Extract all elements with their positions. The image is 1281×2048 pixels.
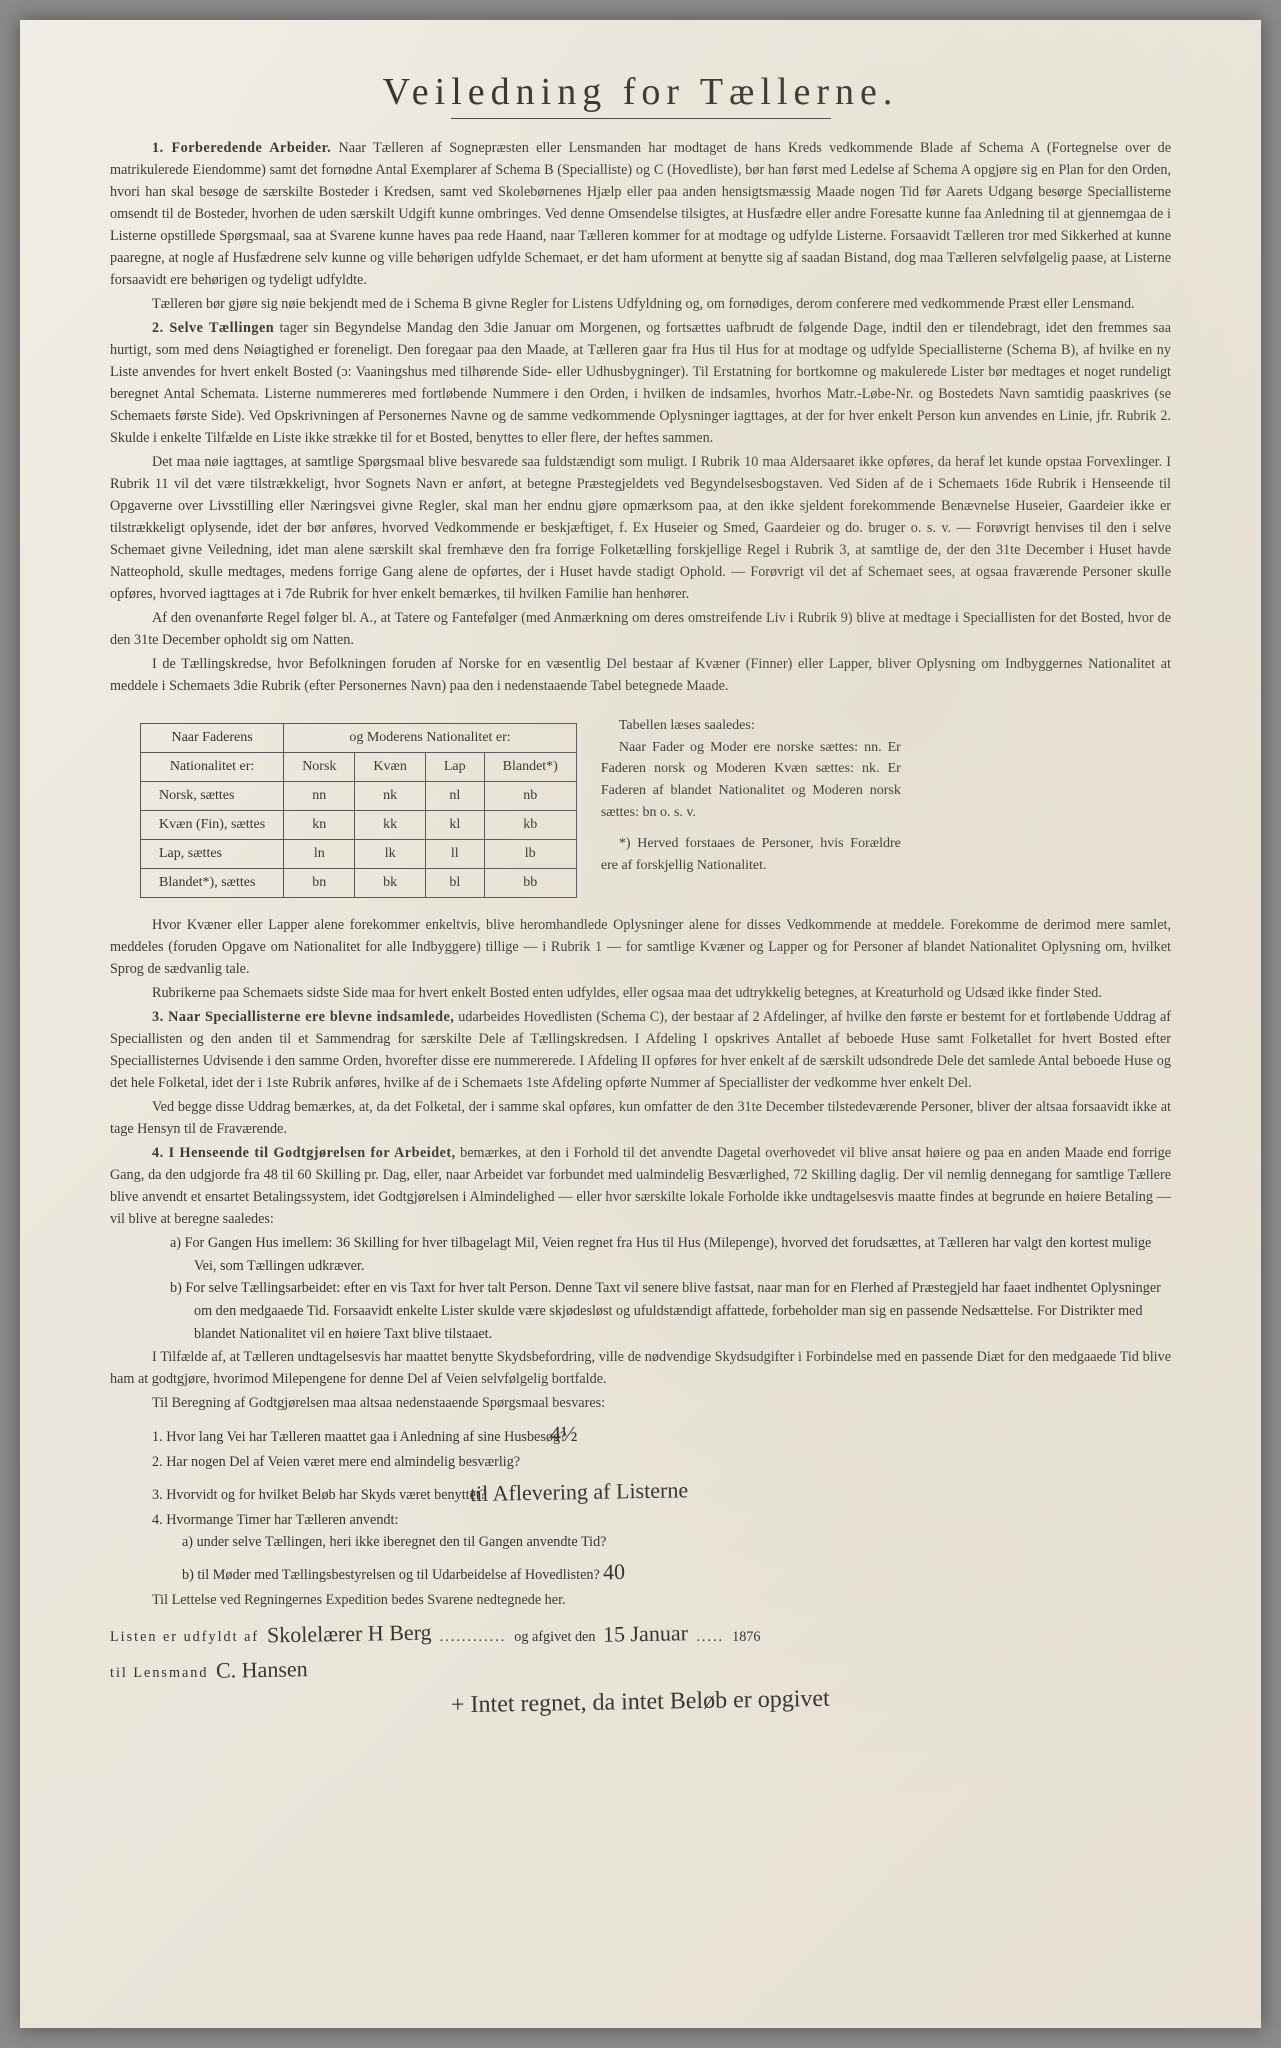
- document-title: Veiledning for Tællerne.: [110, 70, 1171, 114]
- signature-mid-1: og afgivet den: [514, 1629, 595, 1646]
- question-1: 1. Hvor lang Vei har Tælleren maattet ga…: [152, 1416, 1171, 1451]
- table-aside: Tabellen læses saaledes: Naar Fader og M…: [601, 709, 901, 877]
- signature-prefix-1: Listen er udfyldt af: [110, 1629, 259, 1646]
- signature-line-1: Listen er udfyldt af Skolelærer H Berg .…: [110, 1621, 1171, 1647]
- dots-icon: .....: [696, 1629, 724, 1646]
- section-3-paragraph-2: Ved begge disse Uddrag bemærkes, at, da …: [110, 1096, 1171, 1140]
- nationality-table: Naar Faderens og Moderens Nationalitet e…: [140, 723, 577, 898]
- aside-footnote: *) Herved forstaaes de Personer, hvis Fo…: [601, 833, 901, 876]
- body-text: 1. Forberedende Arbeider. Naar Tælleren …: [110, 137, 1171, 697]
- table-row-label: Blandet*), sættes: [141, 869, 284, 898]
- section-1-text-1: Naar Tælleren af Sognepræsten eller Lens…: [110, 140, 1171, 288]
- answer-3-handwritten: til Aflevering af Listerne: [489, 1472, 688, 1511]
- answer-4b-handwritten: 40: [623, 1554, 626, 1589]
- table-cell: bl: [425, 869, 484, 898]
- section-3-lead: 3. Naar Speciallisterne ere blevne indsa…: [152, 1009, 454, 1025]
- table-cell: nl: [425, 782, 484, 811]
- table-header-right: og Moderens Nationalitet er:: [284, 724, 577, 753]
- table-row-label: Lap, sættes: [141, 840, 284, 869]
- answer-1-handwritten: 4½: [570, 1416, 578, 1451]
- bottom-annotation-wrap: + Intet regnet, da intet Beløb er opgive…: [110, 1689, 1171, 1716]
- table-header-row-2: Nationalitet er: Norsk Kvæn Lap Blandet*…: [141, 753, 577, 782]
- lensmand-name-handwritten: C. Hansen: [216, 1657, 308, 1685]
- question-list: 1. Hvor lang Vei har Tælleren maattet ga…: [152, 1416, 1171, 1590]
- signature-name-handwritten: Skolelærer H Berg: [267, 1620, 432, 1649]
- question-4b: b) til Møder med Tællingsbestyrelsen og …: [182, 1554, 1171, 1589]
- title-underline: [451, 118, 831, 119]
- table-header-left: Naar Faderens: [141, 724, 284, 753]
- question-4b-text: b) til Møder med Tællingsbestyrelsen og …: [182, 1567, 600, 1583]
- after-sublist-text: I Tilfælde af, at Tælleren undtagelsesvi…: [110, 1346, 1171, 1414]
- table-cell: lk: [355, 840, 425, 869]
- section-1-paragraph-1: 1. Forberedende Arbeider. Naar Tælleren …: [110, 137, 1171, 291]
- document-page: Veiledning for Tællerne. 1. Forberedende…: [20, 20, 1261, 2028]
- section-2-paragraph-2: Det maa nøie iagttages, at samtlige Spør…: [110, 451, 1171, 605]
- signature-prefix-2: til Lensmand: [110, 1665, 208, 1682]
- table-row: Lap, sættes ln lk ll lb: [141, 840, 577, 869]
- table-cell: kl: [425, 811, 484, 840]
- signature-year: 1876: [732, 1629, 760, 1646]
- table-cell: ln: [284, 840, 355, 869]
- table-cell: lb: [484, 840, 576, 869]
- table-col-4: Blandet*): [484, 753, 576, 782]
- table-col-1: Norsk: [284, 753, 355, 782]
- closing-text: Til Lettelse ved Regningernes Expedition…: [110, 1589, 1171, 1611]
- after-table-text: Hvor Kvæner eller Lapper alene forekomme…: [110, 914, 1171, 1230]
- table-row: Kvæn (Fin), sættes kn kk kl kb: [141, 811, 577, 840]
- question-4a: a) under selve Tællingen, heri ikke iber…: [182, 1531, 1171, 1554]
- table-cell: kn: [284, 811, 355, 840]
- question-4: 4. Hvormange Timer har Tælleren anvendt:: [152, 1509, 1171, 1532]
- signature-date-handwritten: 15 Januar: [603, 1621, 688, 1648]
- section-2-text-1: tager sin Begyndelse Mandag den 3die Jan…: [110, 320, 1171, 446]
- table-cell: bk: [355, 869, 425, 898]
- nationality-table-wrap: Naar Faderens og Moderens Nationalitet e…: [110, 709, 1171, 902]
- table-col-0: Nationalitet er:: [141, 753, 284, 782]
- table-col-3: Lap: [425, 753, 484, 782]
- sublist-item-b: b) For selve Tællingsarbeidet: efter en …: [170, 1277, 1171, 1345]
- after-sublist-p2: Til Beregning af Godtgjørelsen maa altsa…: [110, 1392, 1171, 1414]
- section-2-paragraph-1: 2. Selve Tællingen tager sin Begyndelse …: [110, 317, 1171, 449]
- signature-line-2: til Lensmand C. Hansen: [110, 1657, 1171, 1683]
- question-3-text: 3. Hvorvidt og for hvilket Beløb har Sky…: [152, 1487, 486, 1503]
- table-cell: bb: [484, 869, 576, 898]
- section-2-paragraph-4: I de Tællingskredse, hvor Befolkningen f…: [110, 653, 1171, 697]
- section-4-paragraph-1: 4. I Henseende til Godtgjørelsen for Arb…: [110, 1142, 1171, 1230]
- after-table-p1: Hvor Kvæner eller Lapper alene forekomme…: [110, 914, 1171, 980]
- table-row-label: Norsk, sættes: [141, 782, 284, 811]
- section-2-lead: 2. Selve Tællingen: [152, 320, 274, 336]
- question-3: 3. Hvorvidt og for hvilket Beløb har Sky…: [152, 1474, 1171, 1509]
- question-2: 2. Har nogen Del af Veien været mere end…: [152, 1451, 1171, 1474]
- dots-icon: ............: [440, 1629, 507, 1646]
- payment-sublist: a) For Gangen Hus imellem: 36 Skilling f…: [170, 1232, 1171, 1346]
- table-cell: bn: [284, 869, 355, 898]
- table-row-label: Kvæn (Fin), sættes: [141, 811, 284, 840]
- question-1-text: 1. Hvor lang Vei har Tælleren maattet ga…: [152, 1429, 566, 1445]
- section-1-paragraph-2: Tælleren bør gjøre sig nøie bekjendt med…: [110, 293, 1171, 315]
- aside-text-1: Naar Fader og Moder ere norske sættes: n…: [601, 737, 901, 824]
- section-4-lead: 4. I Henseende til Godtgjørelsen for Arb…: [152, 1145, 456, 1161]
- closing-p1: Til Lettelse ved Regningernes Expedition…: [110, 1589, 1171, 1611]
- table-cell: nb: [484, 782, 576, 811]
- after-table-p2: Rubrikerne paa Schemaets sidste Side maa…: [110, 982, 1171, 1004]
- table-cell: nn: [284, 782, 355, 811]
- table-row: Norsk, sættes nn nk nl nb: [141, 782, 577, 811]
- table-cell: kb: [484, 811, 576, 840]
- table-cell: ll: [425, 840, 484, 869]
- after-sublist-p1: I Tilfælde af, at Tælleren undtagelsesvi…: [110, 1346, 1171, 1390]
- section-2-paragraph-3: Af den ovenanførte Regel følger bl. A., …: [110, 607, 1171, 651]
- table-cell: nk: [355, 782, 425, 811]
- table-col-2: Kvæn: [355, 753, 425, 782]
- sublist-item-a: a) For Gangen Hus imellem: 36 Skilling f…: [170, 1232, 1171, 1277]
- section-1-lead: 1. Forberedende Arbeider.: [152, 140, 331, 156]
- aside-heading: Tabellen læses saaledes:: [601, 715, 901, 737]
- bottom-note-handwritten: + Intet regnet, da intet Beløb er opgive…: [451, 1686, 830, 1720]
- table-cell: kk: [355, 811, 425, 840]
- table-row: Blandet*), sættes bn bk bl bb: [141, 869, 577, 898]
- section-3-paragraph-1: 3. Naar Speciallisterne ere blevne indsa…: [110, 1006, 1171, 1094]
- table-header-row-1: Naar Faderens og Moderens Nationalitet e…: [141, 724, 577, 753]
